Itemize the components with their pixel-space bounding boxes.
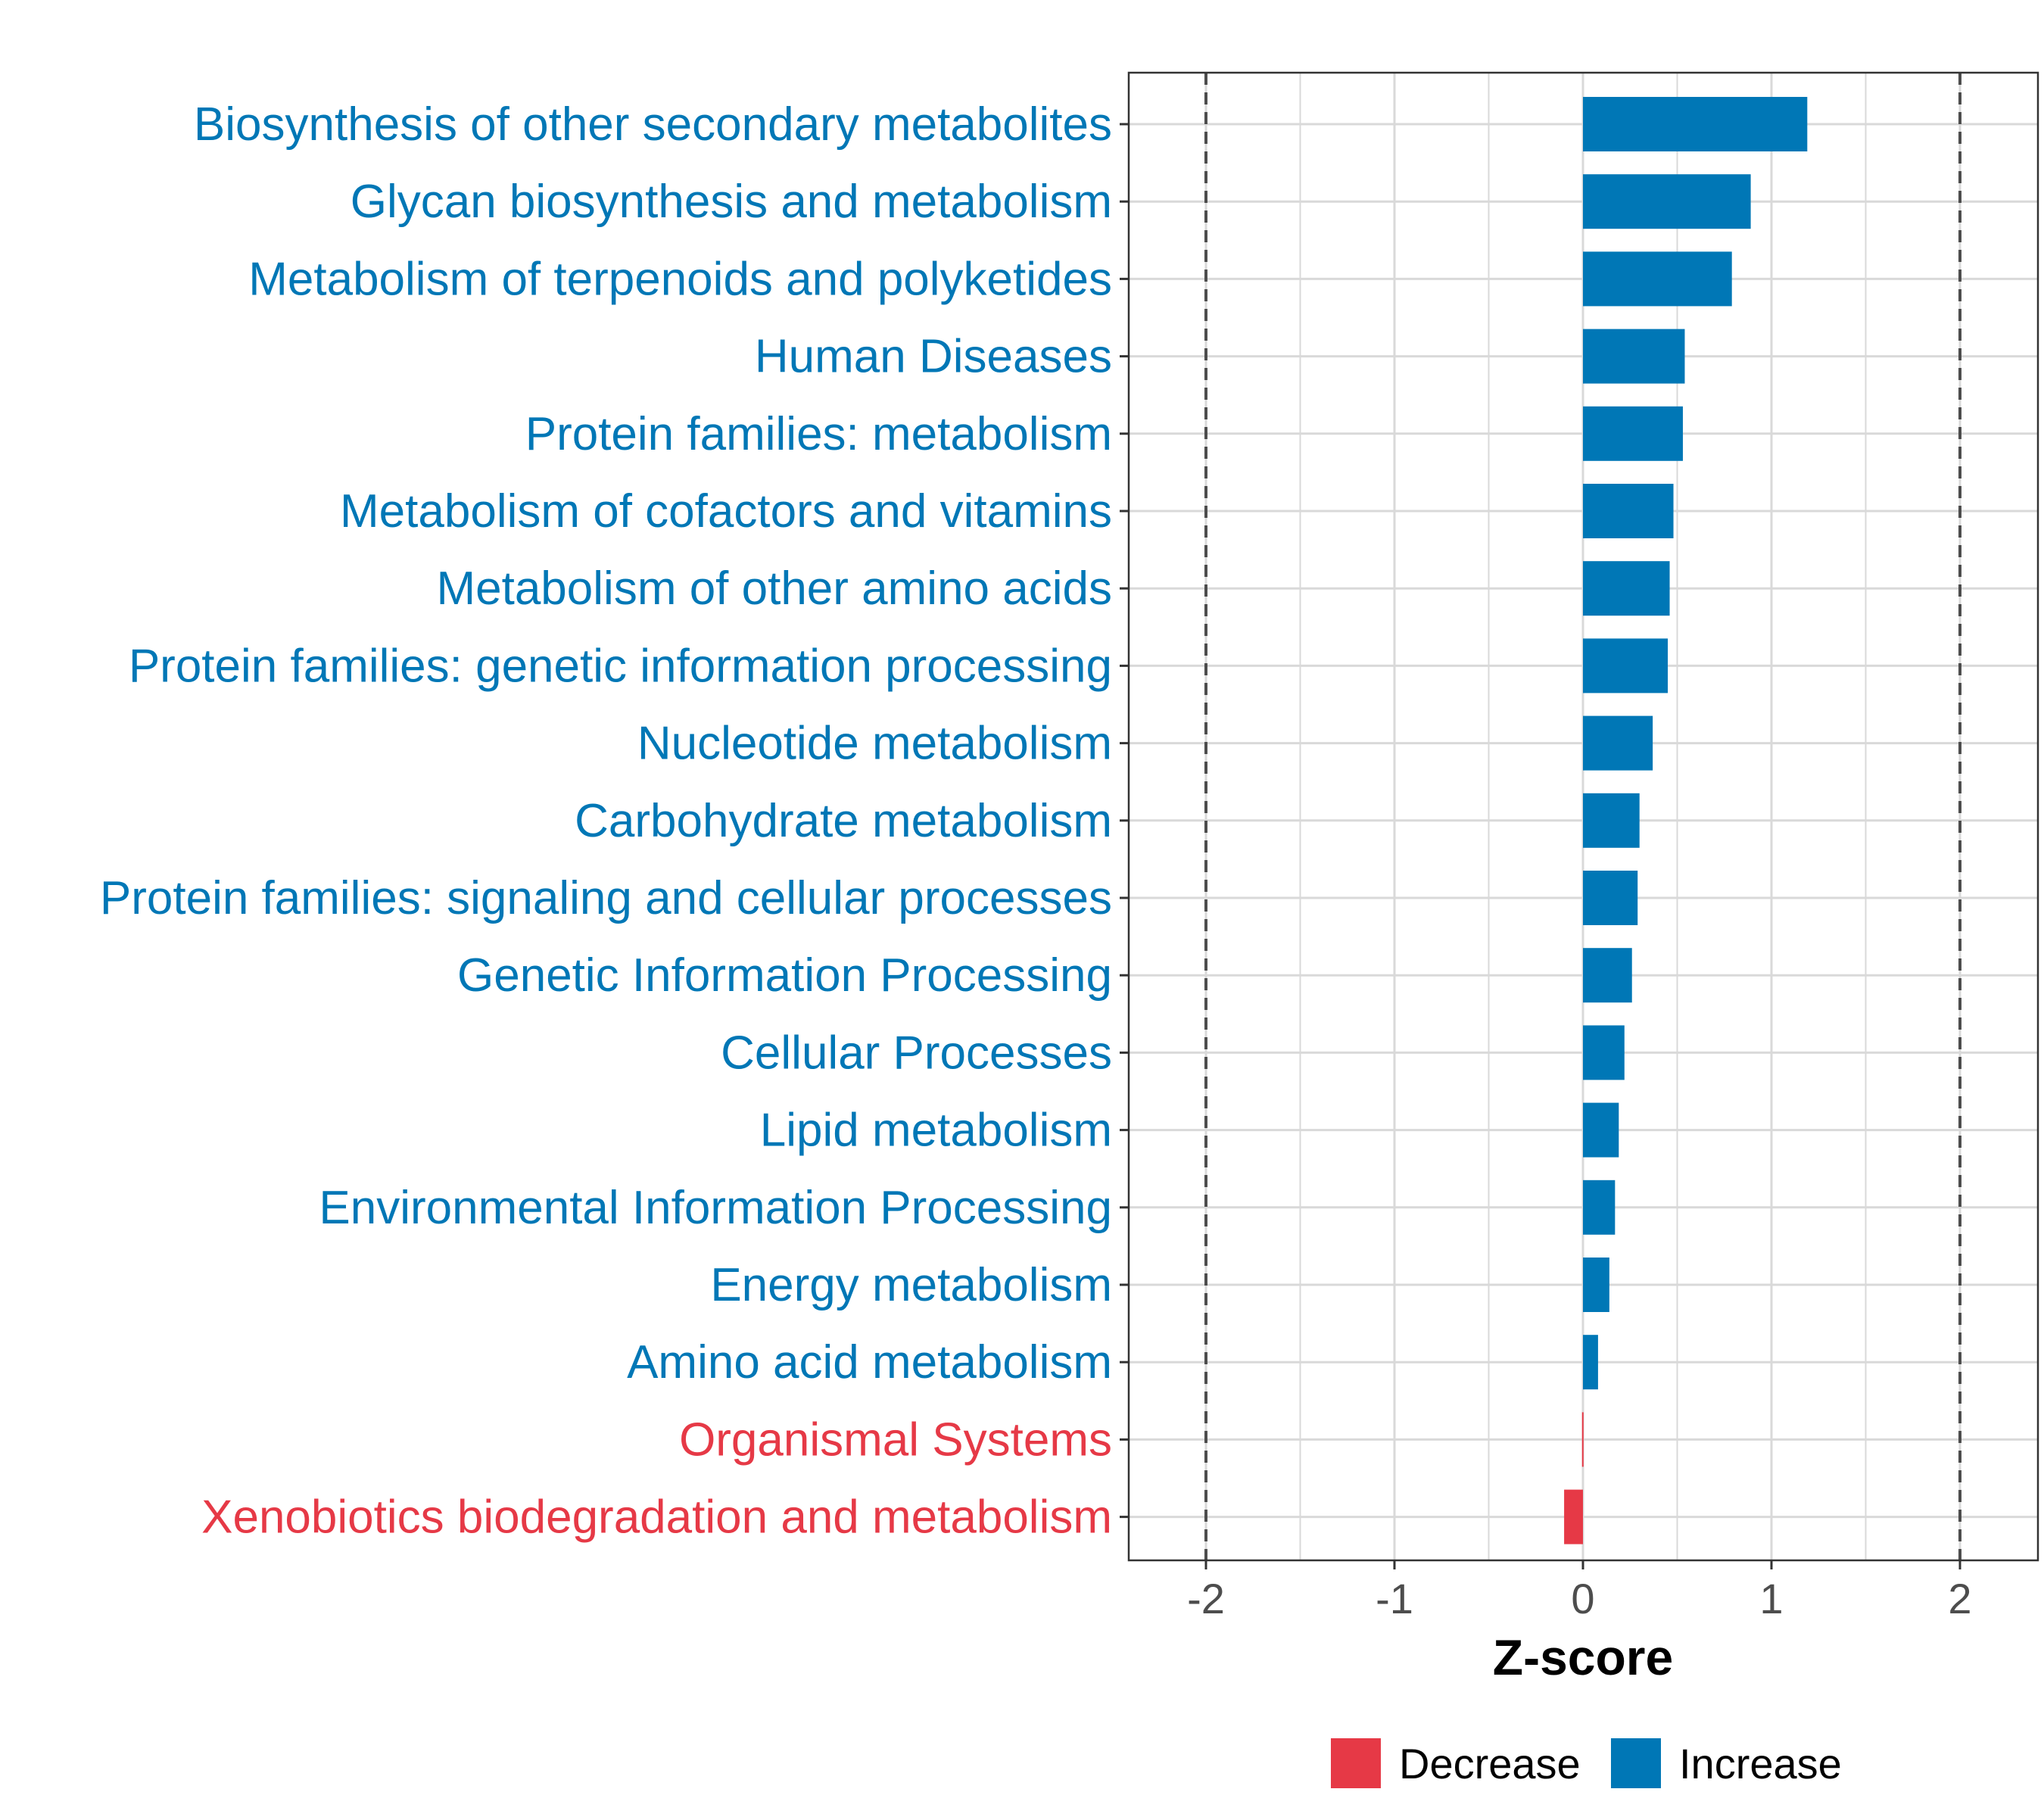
x-tick-label: -1 [1376, 1575, 1413, 1622]
bar-17 [1583, 1335, 1598, 1390]
legend-swatch-decrease [1331, 1738, 1381, 1788]
x-tick-label: 1 [1759, 1575, 1783, 1622]
bar-4 [1583, 329, 1685, 384]
bar-7 [1583, 561, 1670, 616]
bar-16 [1583, 1258, 1609, 1312]
category-label: Organismal Systems [679, 1413, 1112, 1466]
reference-lines [1204, 73, 1961, 1560]
category-label: Protein families: signaling and cellular… [100, 872, 1112, 924]
category-label: Energy metabolism [710, 1259, 1112, 1311]
category-label: Metabolism of cofactors and vitamins [340, 485, 1112, 538]
bars [1564, 97, 1808, 1544]
legend-swatch-increase [1611, 1738, 1661, 1788]
category-label: Cellular Processes [721, 1027, 1112, 1079]
category-label: Xenobiotics biodegradation and metabolis… [201, 1491, 1112, 1544]
bar-11 [1583, 871, 1638, 925]
bar-15 [1583, 1180, 1616, 1235]
category-label: Metabolism of terpenoids and polyketides [248, 253, 1112, 305]
x-axis-title: Z-score [1493, 1629, 1673, 1685]
legend-label-increase: Increase [1679, 1740, 1842, 1787]
bar-13 [1583, 1025, 1625, 1080]
legend: Decrease Increase [1331, 1738, 1842, 1788]
bar-14 [1583, 1102, 1619, 1158]
category-label: Metabolism of other amino acids [436, 563, 1112, 615]
legend-label-decrease: Decrease [1399, 1740, 1581, 1787]
bar-10 [1583, 793, 1640, 848]
y-axis-category-labels: Biosynthesis of other secondary metaboli… [100, 98, 1112, 1544]
category-label: Nucleotide metabolism [637, 718, 1112, 770]
category-label: Amino acid metabolism [627, 1336, 1112, 1388]
x-tick-label: 2 [1948, 1575, 1971, 1622]
category-label: Human Diseases [755, 331, 1112, 383]
bar-18 [1581, 1412, 1584, 1467]
category-label: Protein families: genetic information pr… [129, 640, 1112, 692]
bar-19 [1564, 1489, 1583, 1544]
x-tick-label: 0 [1571, 1575, 1594, 1622]
bar-1 [1583, 97, 1808, 151]
x-tick-label: -2 [1187, 1575, 1225, 1622]
category-label: Biosynthesis of other secondary metaboli… [194, 98, 1112, 151]
category-label: Lipid metabolism [760, 1105, 1112, 1157]
x-axis-ticks: -2 -1 0 1 2 [1187, 1560, 1972, 1622]
bar-5 [1583, 406, 1683, 461]
category-label: Environmental Information Processing [319, 1182, 1112, 1234]
bar-3 [1583, 251, 1732, 307]
bar-9 [1583, 715, 1653, 771]
bar-6 [1583, 484, 1674, 538]
bar-8 [1583, 638, 1669, 693]
category-label: Glycan biosynthesis and metabolism [351, 176, 1112, 228]
y-axis-ticks [1120, 123, 1129, 1519]
bar-2 [1583, 174, 1751, 229]
bar-12 [1583, 948, 1632, 1003]
category-label: Carbohydrate metabolism [575, 795, 1112, 847]
category-label: Protein families: metabolism [525, 408, 1112, 460]
category-label: Genetic Information Processing [457, 949, 1112, 1002]
